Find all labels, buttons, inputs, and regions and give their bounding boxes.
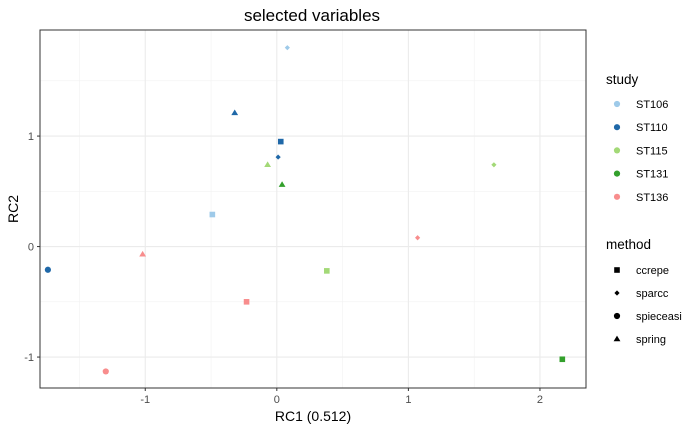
data-point-st136-spring [139,250,147,257]
legend-study-label: ST106 [636,99,668,111]
data-points [44,45,566,375]
data-point-st106-sparcc [284,45,290,51]
legend-key-st106 [613,100,621,108]
data-point-st106-ccrepe [209,211,216,218]
legend-method-label: spring [636,334,666,346]
plot-panel [39,29,587,389]
chart-title: selected variables [244,6,380,25]
x-tick-label: 1 [405,394,411,406]
data-point-st131-ccrepe [559,356,566,363]
data-point-st131-spring [278,181,286,187]
x-tick-label: 2 [537,394,543,406]
legend-key-st136 [613,193,621,200]
plot-border [39,29,587,389]
legend-method: method ccrepe sparcc spieceasi spring [606,237,682,346]
data-point-st110-ccrepe [277,138,284,145]
x-axis: -1 0 1 2 [140,388,543,406]
data-point-st136-spieceasi [102,368,109,375]
legend-key-st115 [613,147,621,154]
y-tick-label: 1 [28,131,34,143]
data-point-st110-sparcc [275,154,281,160]
legend-key-sparcc [614,290,620,296]
legend-study-title: study [606,72,639,87]
legend-study-label: ST131 [636,169,668,181]
y-tick-label: 0 [28,242,34,254]
data-point-st115-spring [264,161,272,168]
y-axis-title: RC2 [5,195,21,223]
legend-key-ccrepe [614,267,620,273]
legend-key-spieceasi [613,312,621,320]
legend-study-label: ST115 [636,145,668,157]
x-tick-label: -1 [140,394,150,406]
plot-background [40,30,586,388]
legend-method-label: sparcc [636,288,669,300]
legend-key-st131 [613,170,621,177]
y-axis: -1 0 1 [24,131,40,364]
y-tick-label: -1 [24,352,34,364]
data-point-st110-spring [231,109,239,116]
minor-gridlines [40,30,586,388]
data-point-st136-sparcc [414,235,421,241]
legend-study-label: ST136 [636,192,668,204]
data-point-st115-sparcc [491,162,497,168]
data-point-st110-spieceasi [44,266,51,273]
legend-method-label: ccrepe [636,265,669,277]
major-gridlines [40,30,586,388]
data-point-st136-ccrepe [243,299,250,305]
legend-key-spring [613,335,621,342]
legend-method-title: method [606,237,651,252]
data-point-st115-ccrepe [324,268,330,274]
legend-key-st110 [613,124,621,131]
legend-method-label: spieceasi [636,311,682,323]
legend-study-label: ST110 [636,122,668,134]
x-axis-title: RC1 (0.512) [275,408,351,424]
x-tick-label: 0 [274,394,280,406]
legend-study: study ST106 ST110 ST115 ST131 ST136 [606,72,668,204]
